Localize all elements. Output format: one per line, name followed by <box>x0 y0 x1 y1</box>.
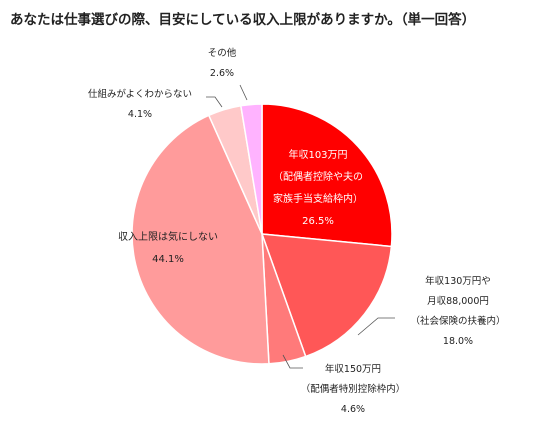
pie-slice-6 <box>239 103 263 235</box>
slice-value-label: 2.6% <box>210 68 234 79</box>
slice-value-label: 26.5% <box>302 216 334 227</box>
slice-label-4: 収入上限は気にしない 44.1% <box>118 230 218 265</box>
slice-category-label: 仕組みがよくわからない <box>88 88 192 100</box>
chart-title: あなたは仕事選びの際、目安にしている収入上限がありますか。（単一回答） <box>10 12 476 28</box>
slice-category-label: 収入上限は気にしない <box>118 230 218 243</box>
slice-label-5: 仕組みがよくわからない 4.1% <box>88 88 192 120</box>
slice-value-label: 18.0% <box>443 336 473 347</box>
slice-value-label: 4.1% <box>128 109 152 120</box>
slice-category-label: （社会保険の扶養内） <box>410 315 505 327</box>
slice-label-3: 年収150万円 （配偶者特別控除枠内） 4.6% <box>301 363 406 415</box>
pie-slice-1 <box>261 103 393 248</box>
slice-category-label: 月収88,000円 <box>427 295 489 307</box>
slice-value-label: 4.6% <box>341 404 365 415</box>
leader-line-3 <box>282 354 303 369</box>
slice-category-label: 年収103万円 <box>288 148 347 161</box>
slice-value-label: 44.1% <box>152 254 184 265</box>
slice-category-label: （配偶者特別控除枠内） <box>301 383 406 395</box>
leader-line-6 <box>239 84 248 101</box>
pie-slice-2 <box>260 233 393 358</box>
slice-category-label: 家族手当支給枠内） <box>273 192 363 205</box>
slice-category-label: 年収150万円 <box>325 363 381 375</box>
leader-line-5 <box>206 96 223 108</box>
pie-slice-4 <box>131 114 270 365</box>
slice-category-label: 年収130万円や <box>425 275 491 287</box>
slice-label-6: その他 2.6% <box>208 47 237 79</box>
slice-category-label: その他 <box>208 47 237 59</box>
leader-line-2 <box>357 317 395 336</box>
slice-category-label: （配偶者控除や夫の <box>273 170 363 183</box>
